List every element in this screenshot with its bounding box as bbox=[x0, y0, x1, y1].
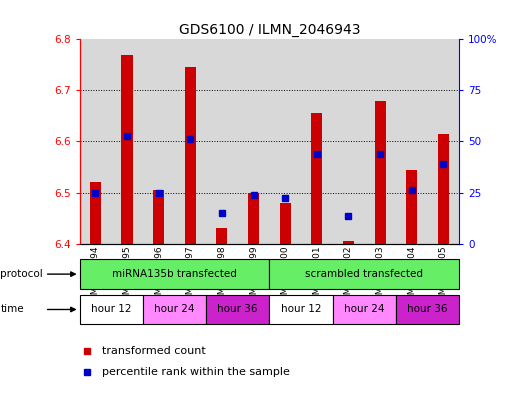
Text: hour 24: hour 24 bbox=[344, 305, 384, 314]
Bar bbox=[122, 55, 132, 244]
Text: protocol: protocol bbox=[1, 269, 43, 279]
Bar bbox=[185, 67, 196, 244]
Bar bbox=[248, 193, 259, 244]
Text: hour 36: hour 36 bbox=[407, 305, 448, 314]
Bar bbox=[301, 39, 332, 244]
Bar bbox=[332, 39, 364, 244]
Bar bbox=[280, 203, 291, 244]
Bar bbox=[269, 39, 301, 244]
Text: hour 12: hour 12 bbox=[281, 305, 321, 314]
Text: hour 12: hour 12 bbox=[91, 305, 131, 314]
Bar bbox=[90, 182, 101, 244]
Bar bbox=[427, 39, 459, 244]
Bar bbox=[206, 39, 238, 244]
Bar bbox=[406, 169, 417, 244]
Bar bbox=[343, 241, 354, 244]
Bar bbox=[143, 39, 174, 244]
Text: time: time bbox=[1, 305, 24, 314]
Bar bbox=[216, 228, 227, 244]
Text: scrambled transfected: scrambled transfected bbox=[305, 269, 423, 279]
Bar bbox=[80, 295, 143, 324]
Bar bbox=[364, 39, 396, 244]
Bar bbox=[374, 101, 386, 244]
Bar bbox=[238, 39, 269, 244]
Text: miRNA135b transfected: miRNA135b transfected bbox=[112, 269, 237, 279]
Bar bbox=[174, 39, 206, 244]
Text: transformed count: transformed count bbox=[102, 346, 206, 356]
Bar bbox=[111, 39, 143, 244]
Bar bbox=[153, 190, 164, 244]
Bar bbox=[311, 113, 322, 244]
Bar bbox=[269, 259, 459, 289]
Bar bbox=[143, 295, 206, 324]
Text: percentile rank within the sample: percentile rank within the sample bbox=[102, 367, 290, 377]
Bar bbox=[80, 259, 269, 289]
Bar bbox=[80, 39, 111, 244]
Text: hour 24: hour 24 bbox=[154, 305, 194, 314]
Bar bbox=[206, 295, 269, 324]
Title: GDS6100 / ILMN_2046943: GDS6100 / ILMN_2046943 bbox=[179, 23, 360, 37]
Bar bbox=[396, 39, 427, 244]
Bar bbox=[438, 134, 449, 244]
Text: hour 36: hour 36 bbox=[218, 305, 258, 314]
Bar bbox=[269, 295, 332, 324]
Bar bbox=[332, 295, 396, 324]
Bar bbox=[396, 295, 459, 324]
